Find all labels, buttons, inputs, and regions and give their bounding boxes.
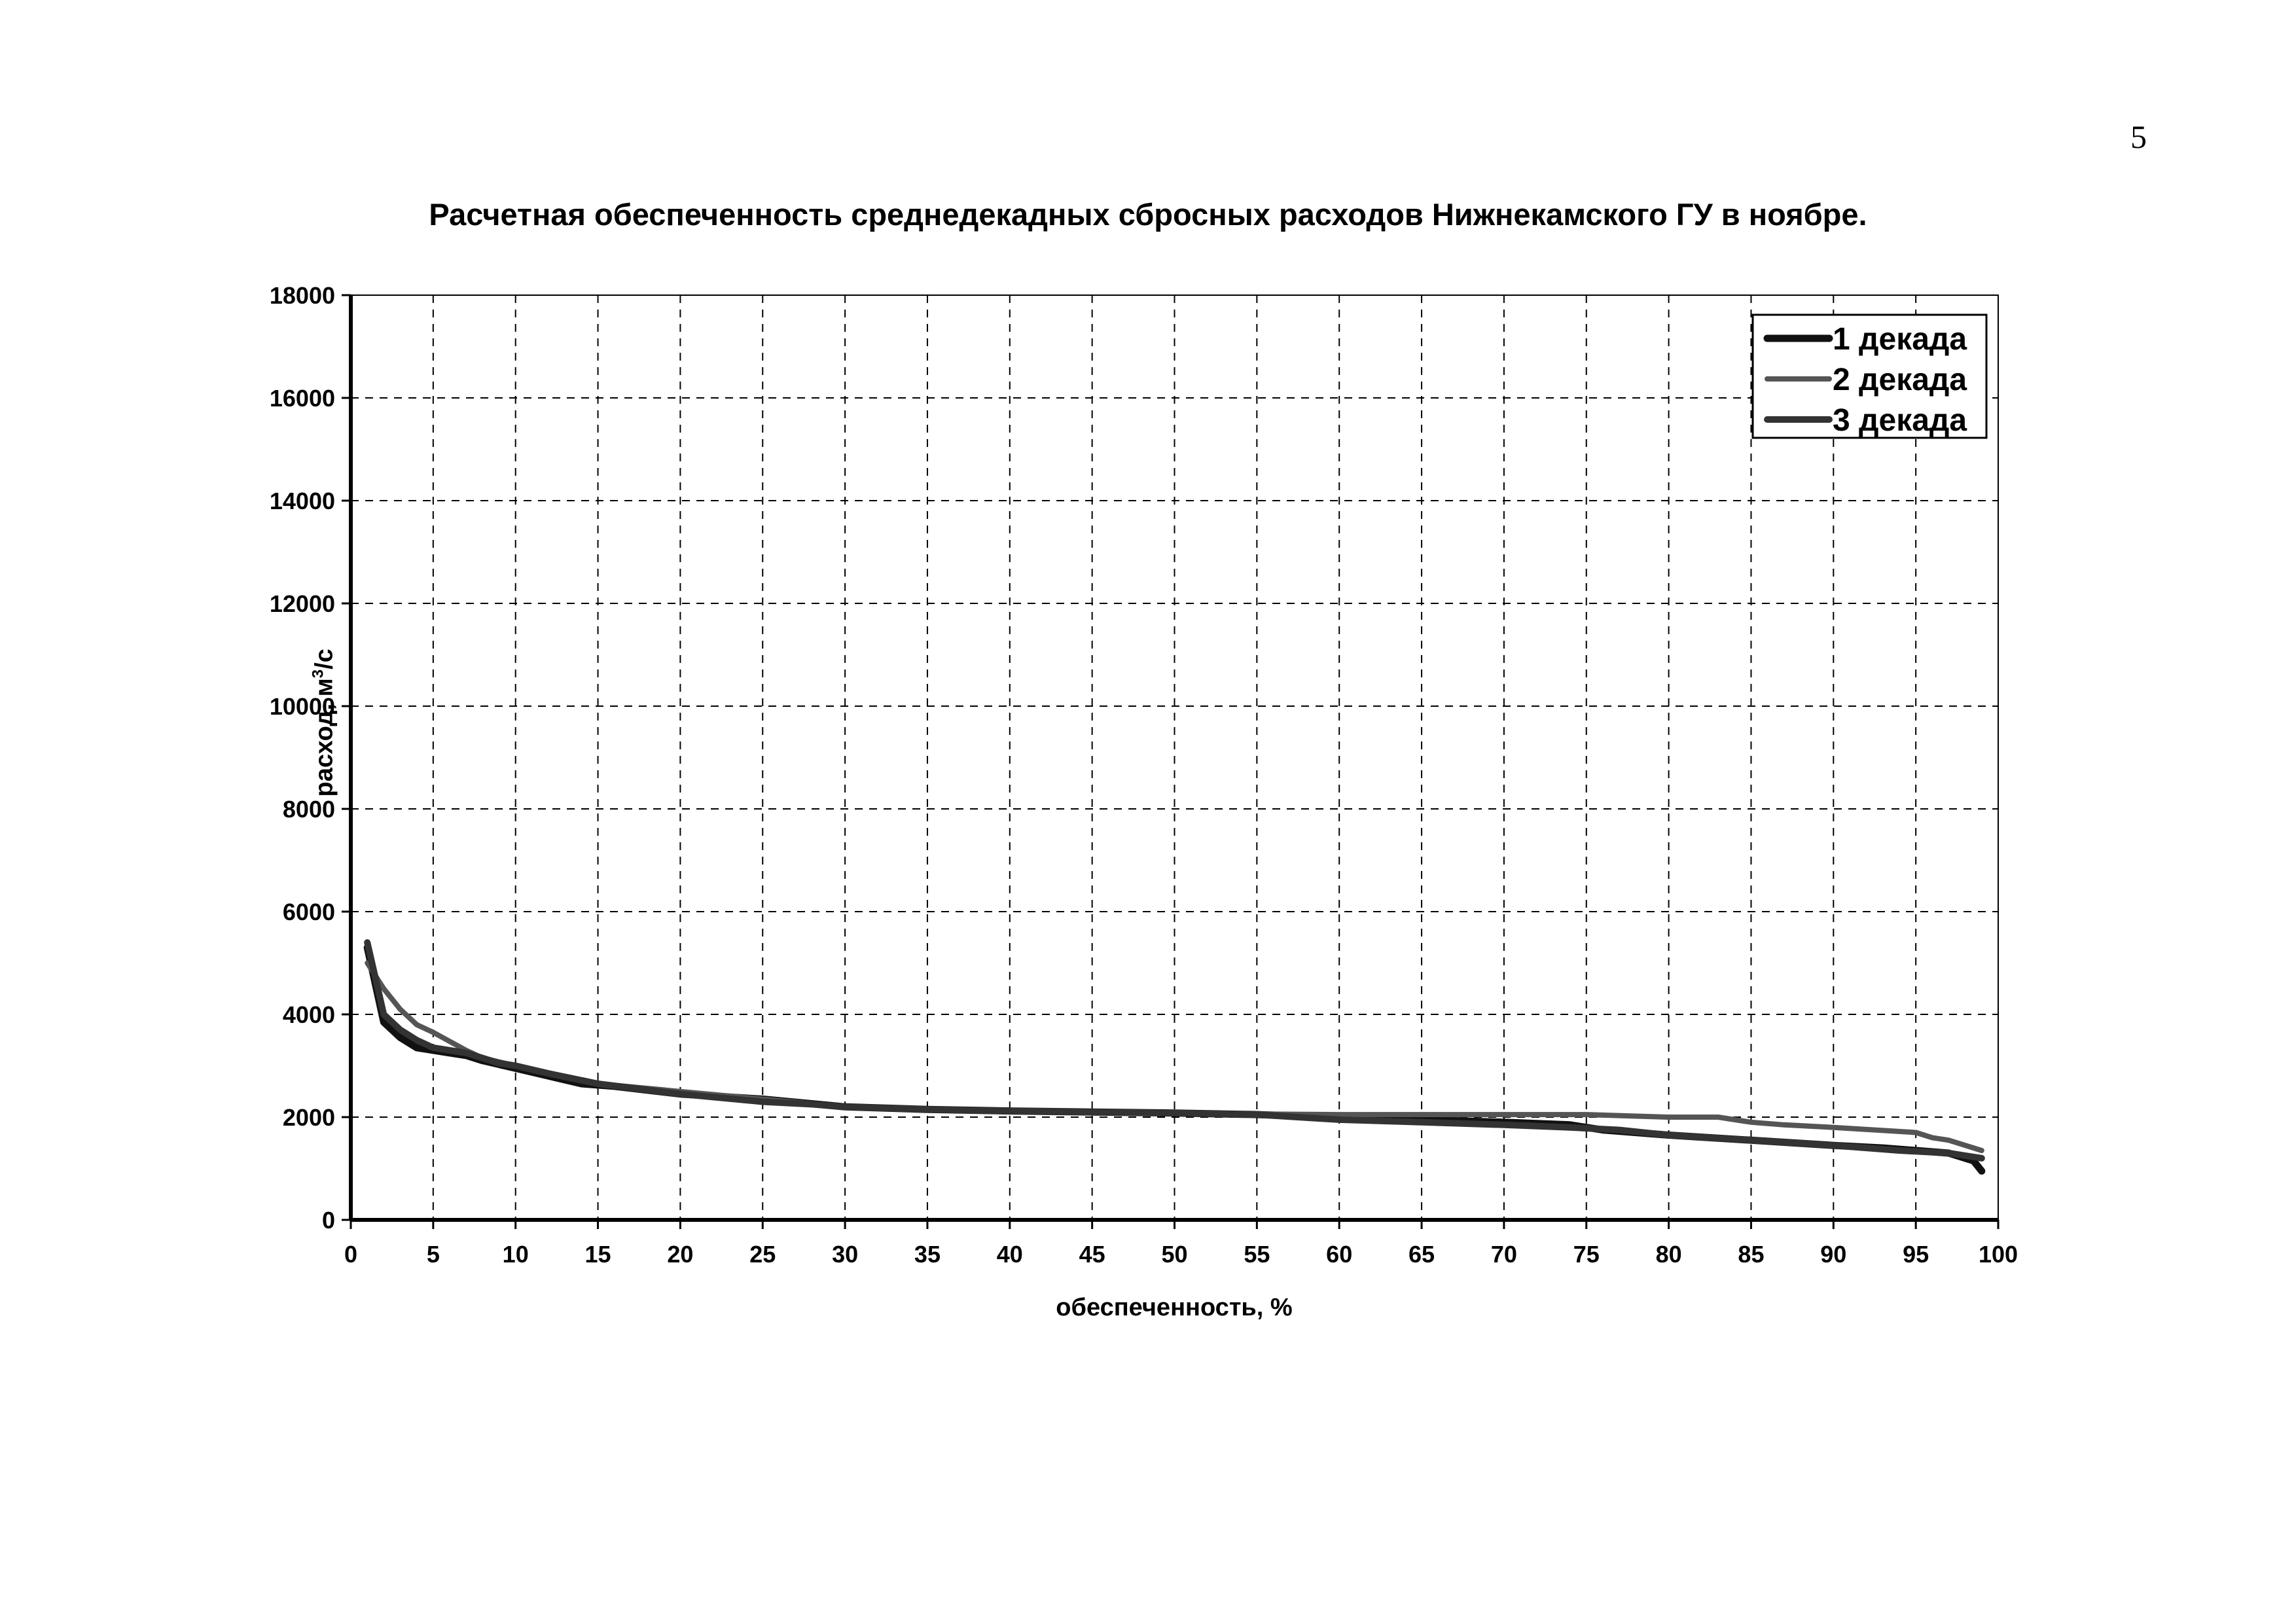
x-tick-label: 85 xyxy=(1738,1241,1764,1268)
series-line-3 xyxy=(364,939,1985,1162)
series-lines xyxy=(363,939,1986,1175)
x-tick-label: 50 xyxy=(1161,1241,1187,1268)
legend-label-2: 2 декада xyxy=(1833,363,1967,397)
x-tick-label: 95 xyxy=(1903,1241,1929,1268)
x-axis-label: обеспеченность, % xyxy=(1056,1294,1292,1321)
legend: 1 декада 2 декада 3 декада xyxy=(1751,313,1988,439)
y-tick-label: 4000 xyxy=(283,1001,335,1028)
y-axis-label: расход, м3/с xyxy=(309,649,338,797)
tick-labels: 0 5 10 15 20 25 30 35 40 45 50 55 60 65 70 75 80 85 90 95 10… xyxy=(270,282,2018,1268)
chart-title: Расчетная обеспеченность среднедекадных … xyxy=(429,197,1867,232)
page-number: 5 xyxy=(2130,118,2147,155)
x-tick-label: 80 xyxy=(1656,1241,1682,1268)
x-tick-label: 45 xyxy=(1079,1241,1105,1268)
y-tick-label: 16000 xyxy=(270,385,335,412)
x-tick-label: 90 xyxy=(1820,1241,1846,1268)
axes xyxy=(342,294,2000,1229)
legend-label-1: 1 декада xyxy=(1833,322,1967,357)
legend-label-3: 3 декада xyxy=(1833,403,1967,438)
x-tick-label: 70 xyxy=(1491,1241,1517,1268)
x-tick-label: 100 xyxy=(1979,1241,2018,1268)
x-tick-label: 55 xyxy=(1244,1241,1270,1268)
x-tick-label: 25 xyxy=(749,1241,776,1268)
y-tick-label: 14000 xyxy=(270,488,335,514)
x-tick-label: 15 xyxy=(585,1241,611,1268)
x-tick-label: 35 xyxy=(914,1241,941,1268)
x-tick-label: 10 xyxy=(503,1241,529,1268)
y-tick-label: 18000 xyxy=(270,282,335,309)
y-tick-label: 12000 xyxy=(270,590,335,617)
x-tick-label: 30 xyxy=(832,1241,858,1268)
x-tick-label: 60 xyxy=(1326,1241,1352,1268)
x-tick-label: 40 xyxy=(997,1241,1023,1268)
y-tick-label: 6000 xyxy=(283,899,335,925)
x-tick-label: 65 xyxy=(1408,1241,1435,1268)
x-tick-label: 5 xyxy=(427,1241,440,1268)
y-tick-label: 0 xyxy=(322,1207,335,1234)
y-tick-label: 10000 xyxy=(270,693,335,720)
x-tick-label: 75 xyxy=(1573,1241,1600,1268)
x-tick-label: 20 xyxy=(667,1241,693,1268)
grid xyxy=(351,295,1998,1220)
y-tick-label: 8000 xyxy=(283,796,335,823)
x-tick-label: 0 xyxy=(344,1241,357,1268)
y-tick-label: 2000 xyxy=(283,1104,335,1131)
